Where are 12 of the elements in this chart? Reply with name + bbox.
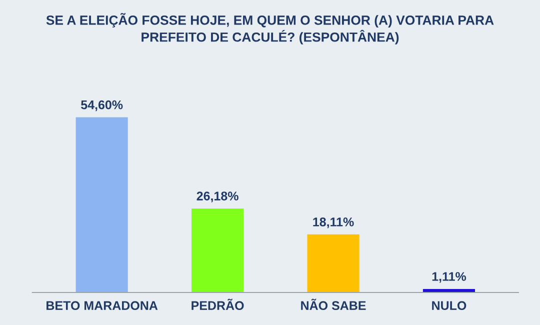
data-label: 26,18% (196, 192, 238, 202)
x-tick-label: PEDRÃO (192, 298, 244, 310)
bar (307, 234, 360, 292)
data-label: 54,60% (81, 100, 123, 112)
data-label: 18,11% (313, 218, 354, 228)
bar (76, 117, 128, 292)
chart-title: SE A ELEIÇÃO FOSSE HOJE, EM QUEM O SENHOR (A) VOTARIA PARA PREFEITO DE CACULÉ? (ESPONTÂNEA) (46, 13, 494, 44)
x-tick-label: BETO MARADONA (46, 301, 158, 310)
x-tick-label: NULO (432, 301, 466, 310)
bar (192, 208, 244, 292)
data-label: 1,11% (432, 272, 466, 283)
x-tick-label: NÃO SABE (301, 298, 366, 310)
